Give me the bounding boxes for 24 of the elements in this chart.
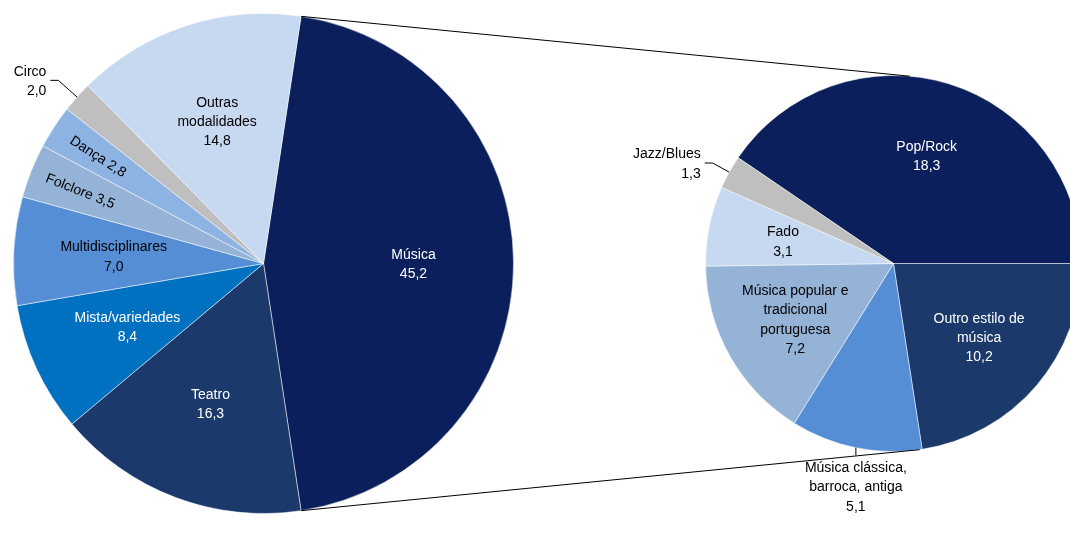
data-label: 2,0 (26, 81, 47, 98)
slice-label: Jazz/Blues (633, 145, 701, 162)
slice-label: Música popular e tradicional portuguesa (741, 282, 849, 337)
slice-label: Fado (767, 223, 800, 240)
data-label: 7,0 (103, 257, 124, 274)
slice-label: Circo (13, 62, 47, 79)
slice-label: Teatro (191, 386, 231, 403)
slice-label: Pop/Rock (896, 138, 959, 155)
data-label: 16,3 (196, 405, 225, 422)
data-label: 7,2 (785, 339, 806, 356)
data-label: 3,1 (773, 242, 793, 259)
data-label: 1,3 (681, 164, 701, 181)
slice-label: Multidisciplinares (60, 238, 167, 255)
slice-label: Música clássica, barroca, antiga (804, 459, 907, 495)
slice-label: Mista/variedades (74, 308, 181, 325)
slice-label: Outro estilo de música (933, 309, 1025, 345)
data-label: 10,2 (965, 348, 993, 365)
data-label: 14,8 (203, 132, 231, 149)
data-label: 8,4 (117, 328, 138, 345)
data-label: 18,3 (913, 157, 941, 174)
slice-label: Outras modalidades (177, 93, 257, 129)
data-label: 5,1 (846, 497, 866, 514)
slice-label: Música (391, 245, 436, 262)
data-label: 45,2 (399, 265, 428, 282)
